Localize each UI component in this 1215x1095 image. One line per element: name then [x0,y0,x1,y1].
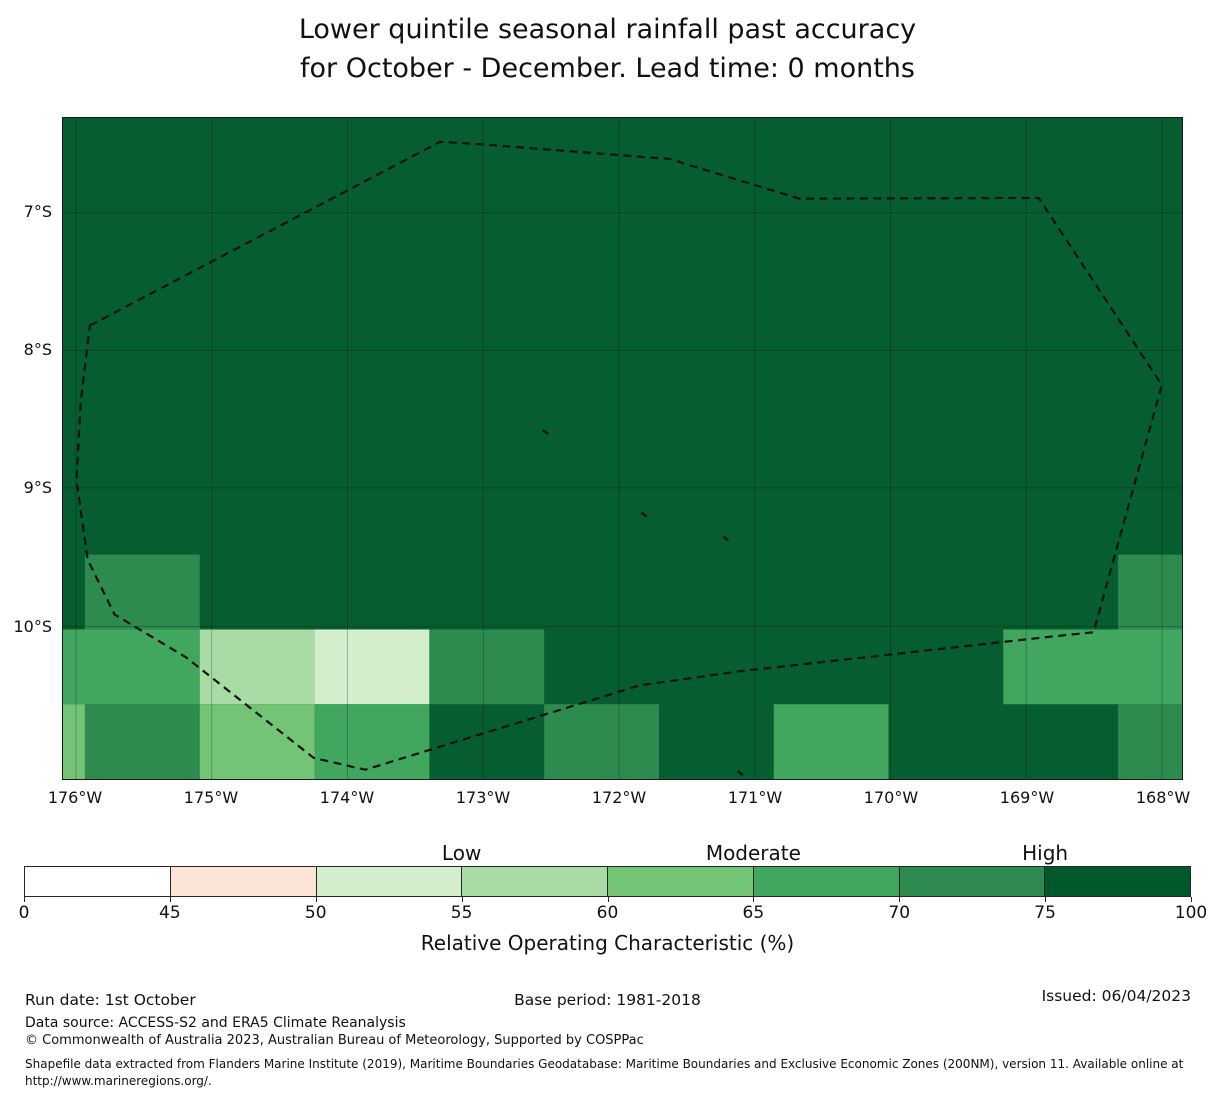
roc-grid-cell [1118,554,1182,630]
roc-grid-cell [429,629,545,705]
colorbar [24,866,1191,897]
map-canvas [63,118,1182,779]
colorbar-tick-value: 50 [304,903,327,923]
footer-issued-date: Issued: 06/04/2023 [1041,987,1191,1005]
colorbar-segment [316,867,463,896]
island-mark [722,535,729,542]
x-tick-label: 171°W [727,788,783,807]
colorbar-category-label: Moderate [705,841,801,865]
colorbar-segment [899,867,1046,896]
colorbar-tick [753,897,755,902]
colorbar-tick [461,897,463,902]
x-tick-label: 176°W [47,788,103,807]
x-tick-label: 175°W [183,788,239,807]
footer-data-source: Data source: ACCESS-S2 and ERA5 Climate … [25,1015,406,1031]
roc-grid-cell [544,704,659,779]
colorbar-category-label: High [1022,841,1069,865]
colorbar-tick-value: 70 [888,903,911,923]
footer-copyright: © Commonwealth of Australia 2023, Austra… [25,1033,644,1048]
colorbar-tick [169,897,171,902]
chart-title: Lower quintile seasonal rainfall past ac… [0,10,1215,88]
island-mark [542,429,549,435]
x-tick-label: 174°W [319,788,375,807]
footer-shapefile-note: Shapefile data extracted from Flanders M… [25,1057,1184,1089]
roc-grid-cell [199,629,315,705]
colorbar-tick-value: 45 [159,903,181,923]
y-tick-label: 8°S [23,339,52,359]
x-tick-label: 169°W [999,788,1055,807]
y-tick-label: 9°S [23,478,52,497]
roc-grid-cell [63,704,85,779]
colorbar-segment [462,867,608,896]
colorbar-tick-value: 75 [1034,903,1056,923]
chart-title-line2: for October - December. Lead time: 0 mon… [300,53,915,84]
colorbar-tick [1045,897,1047,902]
colorbar-segment [170,867,317,896]
island-mark [737,770,744,776]
colorbar-segment [753,867,900,896]
x-tick-label: 172°W [591,788,647,807]
colorbar-axis-label: Relative Operating Characteristic (%) [420,931,795,955]
colorbar-tick [607,897,609,902]
colorbar-category-label: Low [441,841,482,865]
x-tick-label: 173°W [455,788,511,807]
footer-base-period: Base period: 1981-2018 [514,991,701,1009]
footer-run-date: Run date: 1st October [25,991,196,1009]
roc-grid-cell [63,629,200,705]
colorbar-tick-value: 60 [596,903,619,923]
island-mark [640,511,648,518]
y-tick-label: 10°S [13,616,52,636]
x-tick-label: 170°W [863,788,919,807]
colorbar-segment [25,867,171,896]
colorbar-tick [315,897,317,902]
roc-grid-cell [314,629,430,705]
x-tick-label: 168°W [1135,788,1191,807]
colorbar-tick [24,897,25,902]
roc-grid-cell [84,554,200,630]
roc-grid-cell [199,704,315,779]
y-tick-label: 7°S [23,202,52,221]
colorbar-segment [608,867,754,896]
roc-grid-cell [773,704,889,779]
roc-grid-cell [1118,704,1182,779]
map-area [62,117,1183,780]
roc-grid-cell [84,704,200,779]
colorbar-tick-value: 55 [450,903,473,923]
colorbar-tick-value: 65 [742,903,765,923]
chart-title-line1: Lower quintile seasonal rainfall past ac… [298,14,917,45]
colorbar-segment [1045,867,1190,896]
colorbar-tick [899,897,901,902]
eez-boundary [75,140,1163,771]
roc-grid-cell [1003,629,1182,705]
roc-grid-cell [314,704,430,779]
colorbar-tick-value: 100 [1174,903,1208,923]
colorbar-tick [1191,897,1192,902]
colorbar-tick-value: 0 [18,903,30,923]
